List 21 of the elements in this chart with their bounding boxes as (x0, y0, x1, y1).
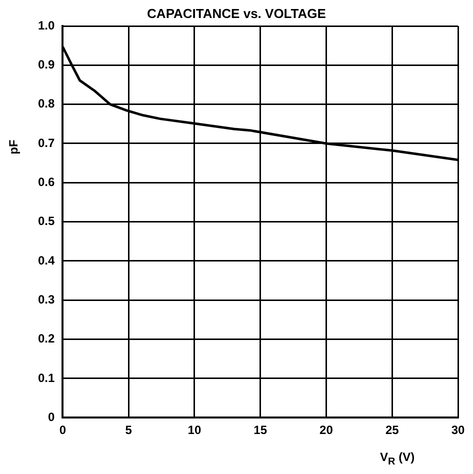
y-axis-title: pF (6, 140, 20, 154)
y-tick-label: 0.4 (38, 253, 55, 268)
x-axis-title: V$_{R}$ (V) (380, 450, 415, 468)
x-tick-label: 25 (385, 423, 400, 438)
chart-title: CAPACITANCE vs. VOLTAGE (147, 6, 326, 21)
y-tick-label: 0.3 (38, 292, 55, 306)
y-tick-label: 0.9 (38, 57, 55, 72)
x-tick-label: 30 (451, 423, 465, 438)
y-tick-label: 1.0 (38, 18, 55, 32)
y-tick-label: 0.7 (38, 136, 55, 150)
x-tick-label: 10 (188, 423, 202, 438)
y-tick-label: 0.5 (38, 214, 55, 228)
x-tick-label: 20 (320, 423, 334, 438)
y-tick-label: 0.8 (38, 96, 55, 111)
y-tick-label: 0.6 (38, 174, 55, 189)
x-tick-label: 15 (254, 423, 268, 438)
y-tick-label: 0.1 (38, 370, 55, 385)
x-tick-label: 5 (125, 423, 132, 438)
x-tick-label: 0 (59, 423, 66, 438)
y-tick-label: 0 (48, 410, 55, 424)
y-tick-label: 0.2 (38, 332, 55, 346)
